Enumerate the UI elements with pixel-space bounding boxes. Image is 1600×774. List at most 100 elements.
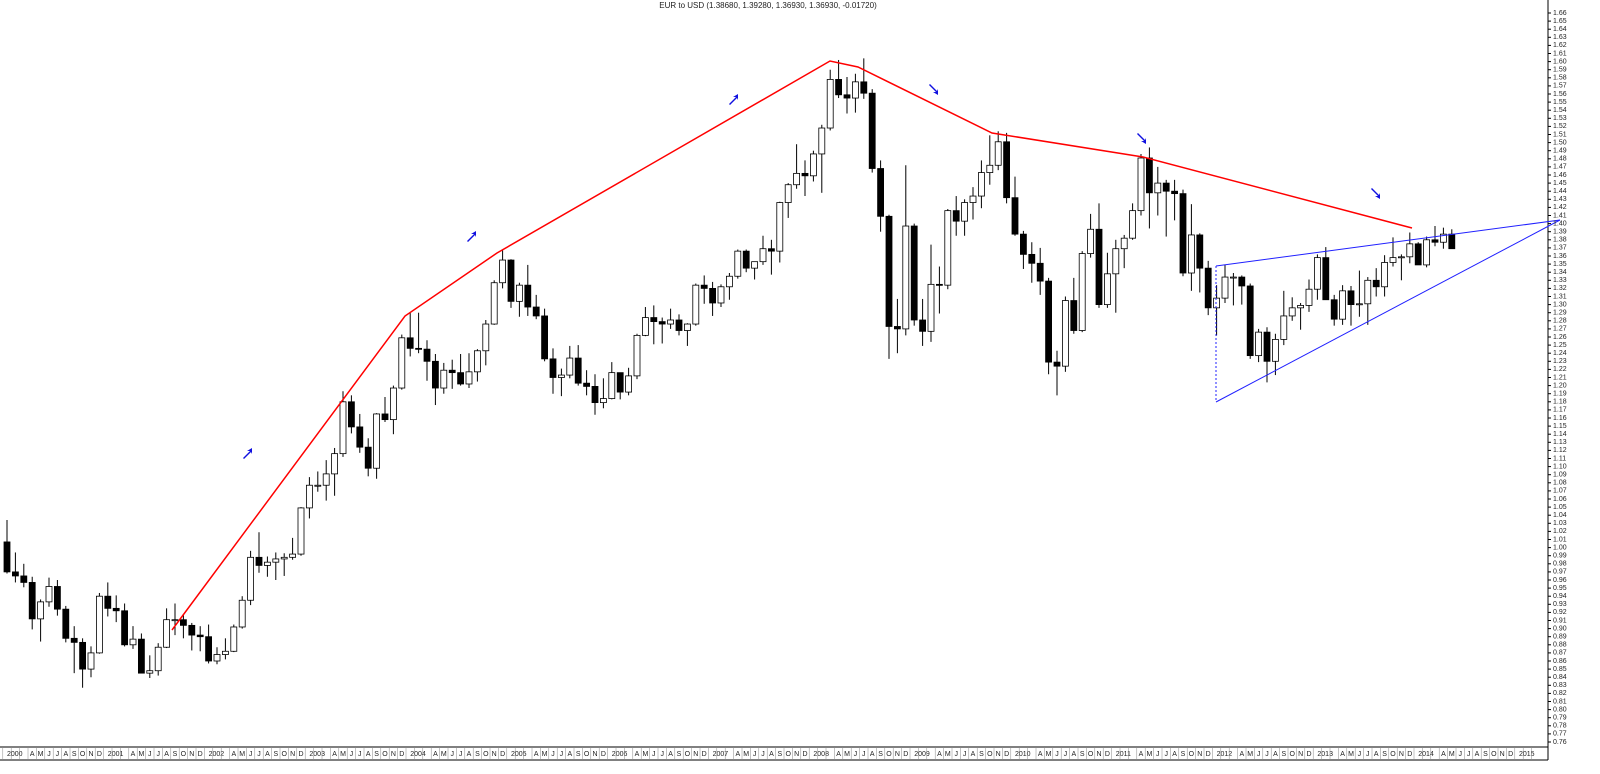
x-tick-label: 2008 xyxy=(813,751,829,758)
x-tick-label: J xyxy=(358,751,362,758)
x-tick-label: A xyxy=(1273,751,1278,758)
x-tick-label: N xyxy=(1399,751,1404,758)
candle-body xyxy=(87,652,95,670)
y-tick-label: 1.02 xyxy=(1553,528,1567,535)
candle-body xyxy=(751,261,758,269)
y-tick-label: 0.83 xyxy=(1553,682,1567,689)
candle-body xyxy=(1305,288,1313,306)
x-tick-label: A xyxy=(870,751,875,758)
candle-body xyxy=(1129,210,1136,239)
candle-body xyxy=(877,168,884,217)
y-tick-label: 1.43 xyxy=(1553,196,1567,203)
candle-body xyxy=(196,634,204,638)
x-tick-label: J xyxy=(954,751,958,758)
x-tick-label: A xyxy=(836,751,841,758)
x-tick-label: J xyxy=(1366,751,1370,758)
y-tick-label: 1.62 xyxy=(1553,42,1567,49)
y-tick-label: 1.28 xyxy=(1553,318,1567,325)
y-tick-label: 1.59 xyxy=(1553,67,1567,74)
y-tick-label: 0.79 xyxy=(1553,715,1567,722)
x-tick-label: S xyxy=(273,751,278,758)
candle-body xyxy=(574,357,582,384)
candle-body xyxy=(885,215,893,327)
candle-body xyxy=(280,556,288,560)
candle-body xyxy=(398,337,406,389)
candle-body xyxy=(289,553,297,558)
candle-body xyxy=(440,369,448,389)
x-tick-label: J xyxy=(47,751,51,758)
candle-body xyxy=(297,507,305,555)
x-tick-label: A xyxy=(433,751,438,758)
x-tick-label: D xyxy=(198,751,203,758)
candle-body xyxy=(860,81,868,94)
candle-body xyxy=(1053,361,1061,367)
candle-body xyxy=(524,284,532,308)
y-tick-label: 1.44 xyxy=(1553,188,1567,195)
y-tick-label: 1.13 xyxy=(1553,439,1567,446)
candle-body xyxy=(1272,339,1279,362)
candle-body xyxy=(558,374,565,378)
x-tick-label: A xyxy=(265,751,270,758)
candle-body xyxy=(179,619,187,626)
x-tick-label: D xyxy=(500,751,505,758)
y-tick-label: 1.15 xyxy=(1553,423,1567,430)
candle-body xyxy=(314,484,322,487)
candle-body xyxy=(37,601,44,620)
candle-body xyxy=(163,619,171,648)
x-tick-label: J xyxy=(1358,751,1362,758)
candle-body xyxy=(532,306,540,317)
candle-body xyxy=(1356,303,1363,306)
x-tick-label: S xyxy=(374,751,379,758)
candle-body xyxy=(415,347,423,350)
x-tick-label: O xyxy=(584,751,590,758)
y-tick-label: 1.46 xyxy=(1553,172,1567,179)
candle-body xyxy=(742,250,750,269)
y-tick-label: 1.49 xyxy=(1553,148,1567,155)
x-tick-label: S xyxy=(1080,751,1085,758)
y-tick-label: 1.08 xyxy=(1553,480,1567,487)
y-tick-label: 1.03 xyxy=(1553,520,1567,527)
x-tick-label: 2007 xyxy=(713,751,729,758)
arrow-down xyxy=(929,84,938,95)
y-tick-label: 1.40 xyxy=(1553,220,1567,227)
y-tick-label: 0.98 xyxy=(1553,561,1567,568)
candle-body xyxy=(1146,157,1153,194)
y-tick-label: 1.35 xyxy=(1553,261,1567,268)
candle-body xyxy=(205,636,213,662)
candle-body xyxy=(1255,331,1262,357)
x-tick-label: A xyxy=(164,751,169,758)
y-tick-label: 1.22 xyxy=(1553,366,1567,373)
x-tick-label: O xyxy=(886,751,892,758)
x-tick-label: S xyxy=(979,751,984,758)
candle-body xyxy=(1246,285,1254,357)
candle-body xyxy=(230,626,238,652)
y-tick-label: 1.26 xyxy=(1553,334,1567,341)
candle-body xyxy=(726,275,733,288)
candle-body xyxy=(910,225,918,321)
x-tick-label: M xyxy=(340,751,346,758)
candle-body xyxy=(465,371,473,385)
candle-body xyxy=(20,575,28,583)
x-tick-label: O xyxy=(1289,751,1295,758)
y-tick-label: 0.86 xyxy=(1553,658,1567,665)
candle-body xyxy=(1020,233,1027,255)
candle-body xyxy=(994,141,1002,166)
x-tick-label: 2006 xyxy=(612,751,628,758)
x-tick-label: S xyxy=(878,751,883,758)
candle-body xyxy=(684,323,691,331)
candle-body xyxy=(1204,267,1212,309)
candle-body xyxy=(986,164,994,173)
y-tick-label: 1.24 xyxy=(1553,350,1567,357)
candle-body xyxy=(356,426,364,448)
candle-body xyxy=(373,413,381,469)
candle-body xyxy=(96,595,103,654)
candle-body xyxy=(104,595,112,609)
y-tick-label: 1.07 xyxy=(1553,488,1567,495)
x-tick-label: A xyxy=(231,751,236,758)
candle-body xyxy=(692,284,700,325)
y-tick-label: 0.78 xyxy=(1553,723,1567,730)
x-tick-label: A xyxy=(735,751,740,758)
x-tick-label: J xyxy=(350,751,354,758)
candle-body xyxy=(423,348,431,362)
candle-body xyxy=(1263,331,1271,362)
